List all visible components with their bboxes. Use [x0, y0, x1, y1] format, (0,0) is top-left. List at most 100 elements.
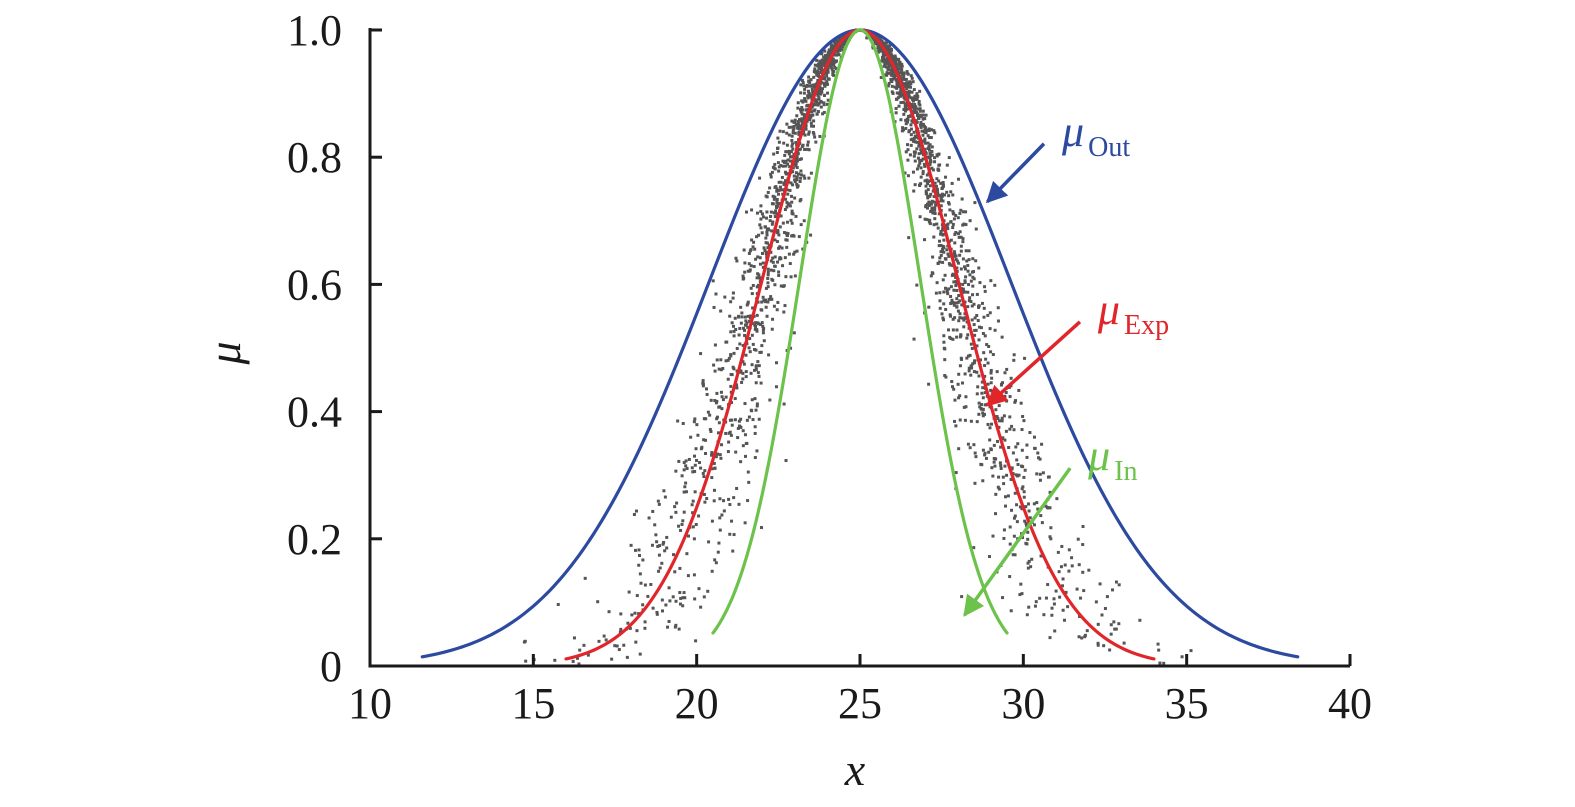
scatter-point — [553, 658, 557, 662]
scatter-point — [656, 544, 660, 548]
scatter-point — [1050, 613, 1054, 617]
scatter-point — [917, 116, 921, 120]
scatter-point — [742, 248, 746, 252]
scatter-point — [1013, 400, 1017, 404]
scatter-point — [822, 81, 826, 85]
scatter-point — [907, 236, 911, 240]
scatter-point — [751, 245, 755, 249]
scatter-point — [926, 146, 930, 150]
scatter-point — [684, 459, 688, 463]
scatter-point — [966, 263, 970, 267]
scatter-point — [927, 148, 931, 152]
scatter-point — [769, 250, 773, 254]
scatter-point — [691, 511, 695, 515]
scatter-point — [735, 386, 739, 390]
scatter-point — [962, 405, 966, 409]
scatter-point — [1098, 582, 1102, 586]
scatter-point — [827, 48, 831, 52]
scatter-point — [586, 653, 590, 657]
scatter-point — [919, 175, 923, 179]
scatter-point — [713, 343, 717, 347]
scatter-point — [809, 121, 813, 125]
y-tick-label: 0.4 — [287, 388, 342, 437]
scatter-point — [784, 197, 788, 201]
scatter-point — [732, 324, 736, 328]
scatter-point — [1003, 394, 1007, 398]
scatter-point — [1076, 537, 1080, 541]
scatter-point — [890, 84, 894, 88]
scatter-point — [812, 75, 816, 79]
scatter-point — [722, 499, 726, 503]
scatter-point — [977, 401, 981, 405]
scatter-point — [796, 101, 800, 105]
scatter-point — [655, 540, 659, 544]
scatter-point — [1081, 543, 1085, 547]
scatter-point — [738, 342, 742, 346]
scatter-point — [770, 229, 774, 233]
scatter-point — [814, 83, 818, 87]
scatter-point — [1070, 556, 1074, 560]
scatter-point — [1004, 495, 1008, 499]
scatter-point — [912, 106, 916, 110]
x-tick-label: 10 — [348, 679, 392, 728]
scatter-point — [827, 77, 831, 81]
scatter-point — [915, 167, 919, 171]
scatter-point — [1025, 613, 1029, 617]
scatter-point — [748, 316, 752, 320]
scatter-point — [766, 285, 770, 289]
scatter-point — [1138, 618, 1142, 622]
scatter-point — [775, 240, 779, 244]
x-tick-label: 35 — [1165, 679, 1209, 728]
scatter-point — [825, 69, 829, 73]
scatter-point — [919, 124, 923, 128]
scatter-point — [888, 44, 892, 48]
scatter-point — [949, 220, 953, 224]
scatter-point — [960, 303, 964, 307]
scatter-point — [776, 231, 780, 235]
scatter-point — [790, 134, 794, 138]
scatter-point — [963, 267, 967, 271]
scatter-point — [917, 142, 921, 146]
scatter-point — [712, 305, 716, 309]
scatter-point — [976, 385, 980, 389]
scatter-point — [776, 136, 780, 140]
scatter-point — [959, 244, 963, 248]
scatter-point — [775, 151, 779, 155]
scatter-point — [950, 298, 954, 302]
scatter-point — [897, 104, 901, 108]
scatter-point — [704, 438, 708, 442]
scatter-point — [615, 644, 619, 648]
scatter-point — [877, 50, 881, 54]
scatter-point — [556, 602, 560, 606]
scatter-point — [929, 202, 933, 206]
scatter-point — [1015, 520, 1019, 524]
scatter-point — [767, 228, 771, 232]
scatter-point — [739, 417, 743, 421]
scatter-point — [741, 377, 745, 381]
scatter-point — [777, 192, 781, 196]
scatter-point — [906, 120, 910, 124]
scatter-point — [797, 172, 801, 176]
scatter-point — [901, 100, 905, 104]
scatter-point — [997, 425, 1001, 429]
scatter-point — [966, 269, 970, 273]
scatter-point — [989, 368, 993, 372]
scatter-point — [925, 173, 929, 177]
scatter-point — [1053, 629, 1057, 633]
scatter-point — [943, 213, 947, 217]
scatter-point — [771, 194, 775, 198]
scatter-point — [730, 373, 734, 377]
scatter-point — [912, 154, 916, 158]
scatter-point — [929, 192, 933, 196]
scatter-point — [927, 128, 931, 132]
scatter-point — [835, 41, 839, 45]
scatter-point — [1063, 618, 1067, 622]
scatter-point — [630, 613, 634, 617]
scatter-point — [972, 443, 976, 447]
scatter-point — [801, 81, 805, 85]
scatter-point — [632, 512, 636, 516]
scatter-point — [774, 204, 778, 208]
scatter-point — [1001, 381, 1005, 385]
scatter-point — [932, 223, 936, 227]
scatter-point — [785, 238, 789, 242]
